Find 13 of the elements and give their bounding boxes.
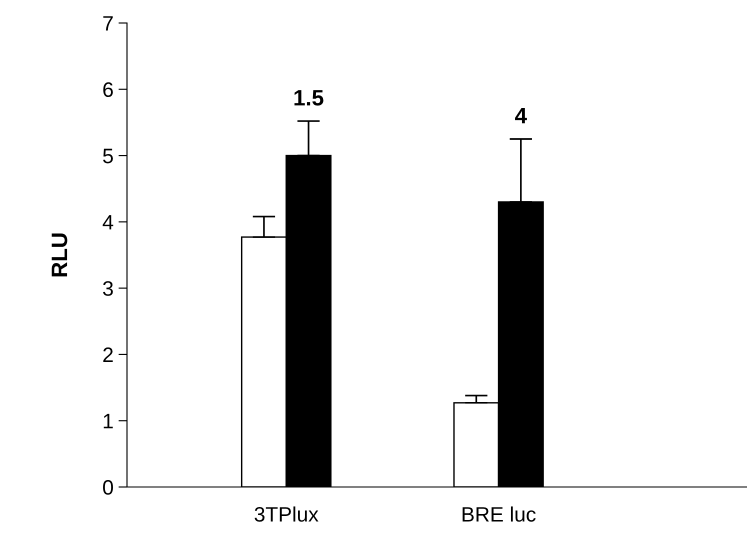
y-tick-label: 4 [102, 215, 114, 230]
x-tick-label: BRE luc [462, 506, 536, 522]
y-tick-label: 2 [103, 347, 113, 362]
annotation: 4 [515, 108, 527, 124]
y-tick-label: 0 [103, 480, 113, 495]
x-tick-label: 3TPlux [254, 506, 318, 522]
y-axis-title: RLU [52, 234, 68, 276]
y-tick-label: 1 [104, 414, 113, 428]
y-tick-label: 7 [103, 16, 113, 31]
y-tick-label: 6 [103, 82, 113, 98]
y-tick-label: 5 [103, 148, 113, 164]
annotation: 1.5 [294, 90, 324, 106]
y-tick-label: 3 [103, 281, 113, 296]
